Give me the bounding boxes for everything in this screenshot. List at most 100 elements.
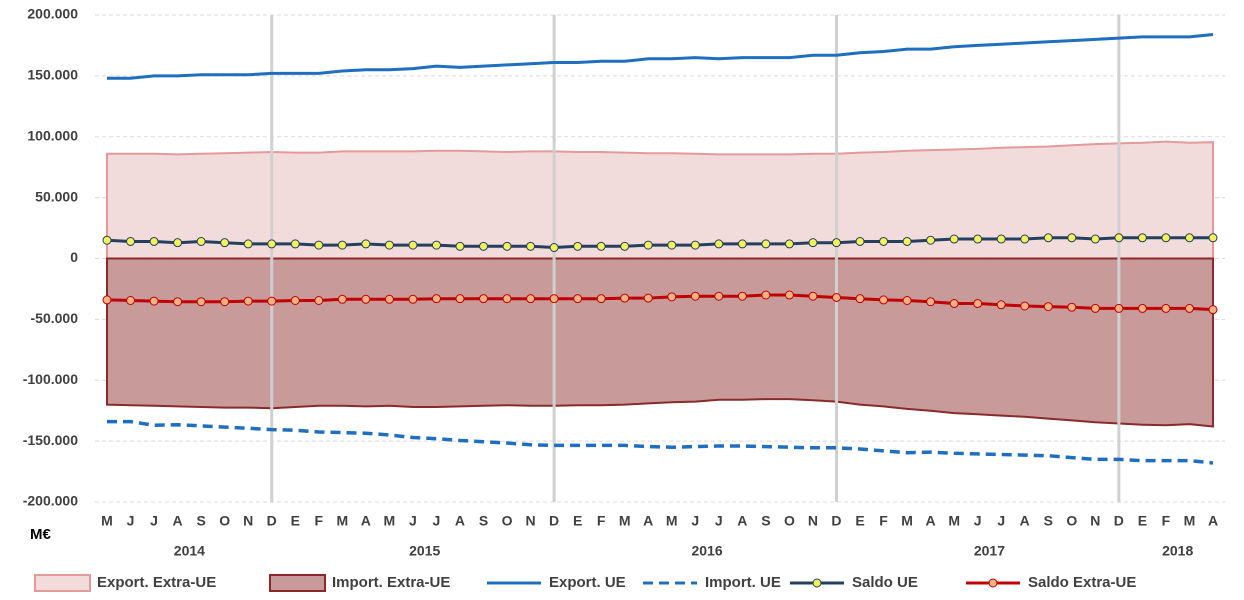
labels-layer: -200.000 -150.000 -100.000 -50.000 0 50.000 10… <box>23 6 1218 592</box>
marker <box>690 240 700 250</box>
marker <box>926 297 936 307</box>
x-tick-label: S <box>196 513 205 529</box>
x-tick-label: A <box>173 513 183 529</box>
marker <box>1090 303 1100 313</box>
marker <box>408 240 418 250</box>
year-label: 2014 <box>174 543 205 559</box>
marker <box>737 239 747 249</box>
marker <box>1184 303 1194 313</box>
marker <box>643 240 653 250</box>
x-tick-label: J <box>974 513 982 529</box>
x-tick-label: O <box>1066 513 1077 529</box>
x-tick-label: M <box>666 513 678 529</box>
area <box>106 140 1214 260</box>
marker <box>361 294 371 304</box>
x-tick-label: D <box>267 513 277 529</box>
marker <box>1137 233 1147 243</box>
marker <box>455 294 465 304</box>
x-tick-label: J <box>691 513 699 529</box>
legend-marker <box>812 578 822 588</box>
marker <box>1067 302 1077 312</box>
marker <box>1090 234 1100 244</box>
marker <box>290 296 300 306</box>
x-tick-label: A <box>455 513 465 529</box>
marker <box>455 241 465 251</box>
x-tick-label: N <box>243 513 253 529</box>
legend-marker <box>988 578 998 588</box>
marker <box>1043 302 1053 312</box>
marker <box>126 236 136 246</box>
marker <box>996 300 1006 310</box>
marker <box>1137 303 1147 313</box>
x-tick-label: M <box>384 513 396 529</box>
marker <box>549 243 559 253</box>
legend-label: Export. Extra-UE <box>97 574 216 591</box>
x-tick-label: J <box>409 513 417 529</box>
marker <box>479 294 489 304</box>
x-tick-label: S <box>761 513 770 529</box>
marker <box>267 239 277 249</box>
marker <box>196 236 206 246</box>
marker <box>620 241 630 251</box>
legend-label: Import. UE <box>705 574 781 591</box>
marker <box>196 297 206 307</box>
unit-label: M€ <box>30 526 51 543</box>
marker <box>267 296 277 306</box>
marker <box>173 238 183 248</box>
marker <box>808 238 818 248</box>
marker <box>737 291 747 301</box>
marker <box>502 241 512 251</box>
x-tick-label: E <box>291 513 300 529</box>
y-tick-label: -200.000 <box>23 493 78 509</box>
x-tick-label: M <box>901 513 913 529</box>
x-tick-label: F <box>879 513 888 529</box>
y-tick-label: 0 <box>70 249 78 265</box>
marker <box>361 239 371 249</box>
x-tick-label: D <box>831 513 841 529</box>
x-tick-label: J <box>127 513 135 529</box>
marker <box>784 239 794 249</box>
x-tick-label: A <box>1208 513 1218 529</box>
year-label: 2016 <box>691 543 722 559</box>
x-tick-label: J <box>433 513 441 529</box>
marker <box>714 291 724 301</box>
marker <box>1161 303 1171 313</box>
marker <box>408 294 418 304</box>
marker <box>526 294 536 304</box>
marker <box>220 238 230 248</box>
marker <box>573 241 583 251</box>
marker <box>667 240 677 250</box>
marker <box>1184 233 1194 243</box>
x-tick-label: F <box>597 513 606 529</box>
marker <box>596 241 606 251</box>
marker <box>1208 233 1218 243</box>
legend-label: Saldo Extra-UE <box>1028 574 1136 591</box>
legend-swatch <box>34 574 91 592</box>
x-tick-label: A <box>737 513 747 529</box>
marker <box>173 297 183 307</box>
y-tick-label: 150.000 <box>27 67 78 83</box>
marker <box>502 294 512 304</box>
marker <box>620 293 630 303</box>
x-tick-label: S <box>1044 513 1053 529</box>
marker <box>479 241 489 251</box>
marker <box>1161 233 1171 243</box>
marker <box>1067 233 1077 243</box>
marker <box>902 236 912 246</box>
marker <box>949 299 959 309</box>
x-tick-label: N <box>1090 513 1100 529</box>
x-tick-label: N <box>526 513 536 529</box>
marker <box>126 296 136 306</box>
marker <box>996 234 1006 244</box>
marker <box>384 294 394 304</box>
marker <box>1020 301 1030 311</box>
marker <box>879 295 889 305</box>
marker <box>1043 233 1053 243</box>
legend-label: Import. Extra-UE <box>332 574 450 591</box>
marker <box>290 239 300 249</box>
marker <box>220 297 230 307</box>
marker <box>337 294 347 304</box>
year-label: 2017 <box>974 543 1005 559</box>
marker <box>667 292 677 302</box>
marker <box>431 240 441 250</box>
